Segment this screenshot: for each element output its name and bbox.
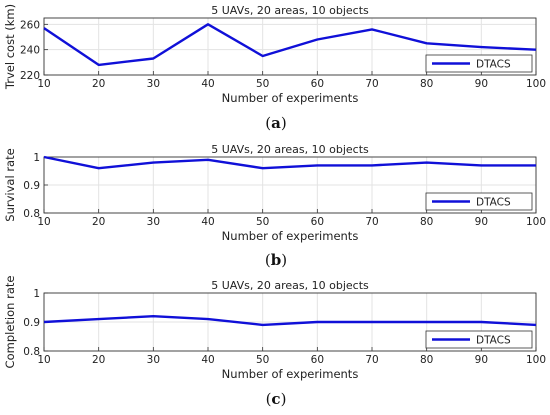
chart-title: 5 UAVs, 20 areas, 10 objects [211, 4, 369, 17]
chart-title: 5 UAVs, 20 areas, 10 objects [211, 143, 369, 156]
legend-label: DTACS [476, 59, 511, 71]
y-tick-label: 1 [33, 152, 40, 164]
x-tick-label: 30 [147, 216, 160, 228]
x-tick-label: 20 [92, 78, 105, 90]
legend-box [425, 192, 533, 211]
chart-panel-a: 10 20 30 40 50 60 70 80 90 100 220 240 260 DTACS 5 UAV… [3, 4, 546, 132]
chart-title: 5 UAVs, 20 areas, 10 objects [211, 279, 369, 292]
chart-panel-b: 10 20 30 40 50 60 70 80 90 100 0.8 0.9 1 DTACS 5 UAVs,… [3, 143, 546, 269]
x-tick-label: 50 [256, 216, 269, 228]
legend-box [425, 330, 533, 349]
x-tick-label: 100 [526, 216, 546, 228]
x-tick-label: 10 [37, 78, 50, 90]
x-tick-label: 90 [475, 78, 488, 90]
x-tick-label: 60 [311, 354, 324, 366]
x-tick-label: 30 [147, 78, 160, 90]
y-tick-label: 0.8 [23, 346, 40, 358]
x-tick-label: 10 [37, 354, 50, 366]
x-tick-label: 80 [420, 354, 433, 366]
chart-panel-c: 10 20 30 40 50 60 70 80 90 100 0.8 0.9 1 DTACS 5 UAVs,… [3, 276, 546, 408]
panel-caption: (c) [266, 390, 287, 408]
series-line-dtacs [43, 315, 537, 327]
y-tick-label: 0.9 [23, 317, 40, 329]
panel-caption-letter: c [271, 390, 280, 408]
legend: DTACS [425, 54, 533, 73]
panel-caption: (a) [265, 114, 286, 132]
x-tick-label: 80 [420, 78, 433, 90]
legend: DTACS [425, 330, 533, 349]
y-axis-label: Completion rate [3, 276, 17, 369]
y-tick-label: 240 [20, 45, 40, 57]
y-tick-label: 0.9 [23, 180, 40, 192]
legend-label: DTACS [476, 197, 511, 209]
x-tick-label: 30 [147, 354, 160, 366]
x-tick-label: 60 [311, 216, 324, 228]
panel-caption-letter: a [271, 114, 281, 132]
x-tick-label: 50 [256, 78, 269, 90]
x-axis-label: Number of experiments [222, 91, 359, 105]
x-tick-label: 60 [311, 78, 324, 90]
panel-caption-letter: b [271, 251, 282, 269]
x-tick-label: 10 [37, 216, 50, 228]
x-tick-label: 20 [92, 216, 105, 228]
y-tick-label: 220 [20, 70, 40, 82]
x-tick-label: 40 [201, 78, 214, 90]
x-tick-label: 100 [526, 354, 546, 366]
x-tick-label: 40 [201, 216, 214, 228]
plot-frame [43, 17, 537, 76]
legend: DTACS [425, 192, 533, 211]
x-tick-label: 40 [201, 354, 214, 366]
x-axis-label: Number of experiments [222, 367, 359, 381]
legend-box [425, 54, 533, 73]
legend-label: DTACS [476, 335, 511, 347]
y-tick-label: 0.8 [23, 208, 40, 220]
x-tick-label: 20 [92, 354, 105, 366]
y-axis-label: Survival rate [3, 148, 17, 221]
panel-caption: (b) [265, 251, 287, 269]
series-line-dtacs [43, 155, 536, 170]
x-axis-label: Number of experiments [222, 229, 359, 243]
x-tick-label: 70 [365, 216, 378, 228]
x-tick-label: 90 [475, 354, 488, 366]
plot-frame [43, 156, 537, 214]
x-tick-label: 90 [475, 216, 488, 228]
y-tick-label: 1 [33, 288, 40, 300]
series-line-dtacs [43, 23, 537, 67]
x-tick-label: 70 [365, 78, 378, 90]
y-axis-label: Trvel cost (km) [3, 4, 17, 90]
y-tick-label: 260 [20, 19, 40, 31]
x-tick-label: 50 [256, 354, 269, 366]
x-tick-label: 100 [526, 78, 546, 90]
x-tick-label: 70 [365, 354, 378, 366]
x-tick-label: 80 [420, 216, 433, 228]
